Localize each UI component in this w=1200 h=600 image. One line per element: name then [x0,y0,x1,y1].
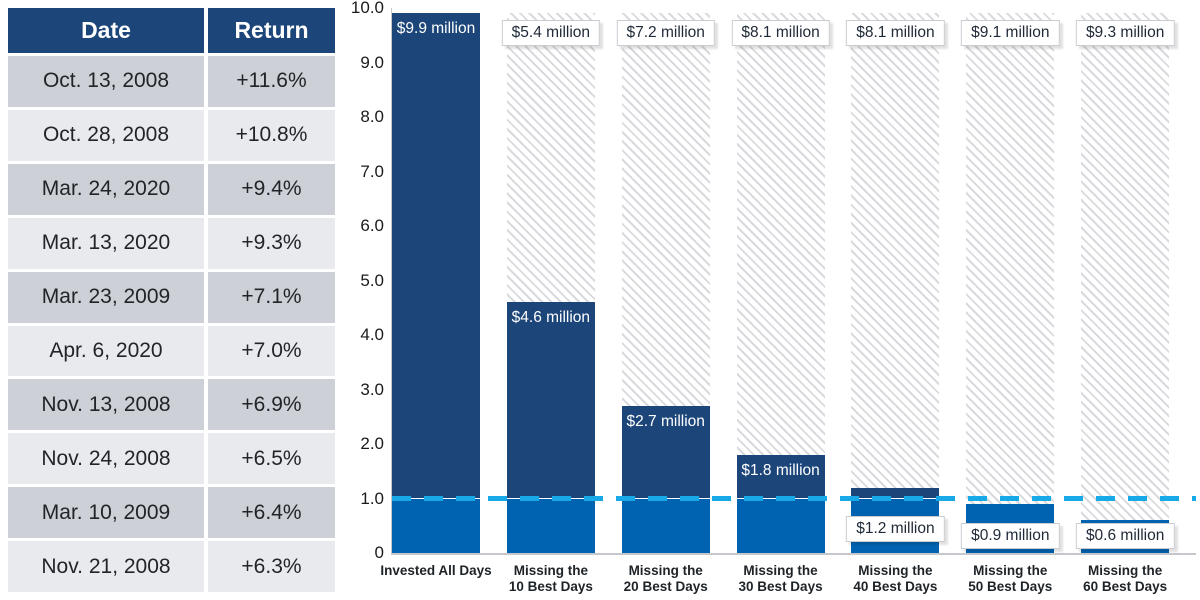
date-cell: Mar. 23, 2009 [8,271,204,323]
missed-value-hatch [506,13,595,303]
bar-below-initial-investment [621,498,710,553]
return-cell: +9.3% [208,217,335,269]
bar-below-initial-investment [392,498,480,553]
return-cell: +9.4% [208,163,335,215]
table-header-date: Date [8,8,204,53]
date-cell: Mar. 10, 2009 [8,487,204,539]
return-cell: +6.4% [208,487,335,539]
date-cell: Nov. 24, 2008 [8,433,204,485]
date-cell: Nov. 13, 2008 [8,379,204,431]
date-cell: Mar. 13, 2020 [8,217,204,269]
x-axis-label: Missing the 40 Best Days [853,563,938,594]
y-tick-label: 5.0 [360,270,384,290]
date-cell: Oct. 28, 2008 [8,109,204,161]
date-cell: Mar. 24, 2020 [8,163,204,215]
bar-above-initial-investment [392,13,480,499]
missed-value-label: $8.1 million [731,20,830,46]
y-tick-label: 7.0 [360,161,384,181]
y-tick-label: 8.0 [360,107,384,126]
return-cell: +6.9% [208,379,335,431]
date-cell: Nov. 21, 2008 [8,541,204,592]
bar-value-label: $1.2 million [846,515,945,542]
x-axis-label: Missing the 20 Best Days [623,563,708,594]
missed-value-hatch [966,13,1055,504]
date-cell: Oct. 13, 2008 [8,56,204,107]
x-axis-label: Invested All Days [380,563,492,578]
bar-below-initial-investment [736,498,825,553]
bar-value-label: $2.7 million [626,412,705,430]
x-axis-label: Missing the 60 Best Days [1083,563,1168,594]
bar-above-initial-investment [851,487,940,499]
y-tick-label: 0 [374,543,384,562]
missed-value-label: $9.3 million [1075,20,1175,46]
bar-value-label: $0.9 million [961,523,1060,549]
missed-value-hatch [736,13,825,455]
y-tick-label: 2.0 [360,434,384,453]
bar-above-initial-investment [506,302,595,499]
bar-value-label: $4.6 million [511,309,591,327]
y-tick-label: 3.0 [360,379,384,399]
x-axis-label: Missing the 30 Best Days [738,563,823,594]
y-tick-label: 6.0 [360,216,384,235]
x-axis-line [391,553,1196,555]
x-axis-label: Missing the 50 Best Days [968,563,1053,594]
bar-value-label: $1.8 million [741,461,820,479]
bar-below-initial-investment [506,498,595,553]
bar-value-label: $0.6 million [1075,523,1175,549]
x-axis-label: Missing the 10 Best Days [508,563,593,594]
y-tick-label: 9.0 [360,52,384,72]
bar-above-initial-investment [736,454,825,499]
y-axis-line [391,8,392,553]
missed-value-hatch [851,13,940,488]
missed-value-label: $9.1 million [961,20,1060,46]
y-tick-label: 1.0 [360,488,384,508]
table-header-return: Return [208,8,335,53]
missed-value-label: $5.4 million [501,20,601,46]
bar-value-label: $9.9 million [396,20,476,38]
return-cell: +11.6% [208,56,335,107]
initial-investment-reference-line [392,496,1196,501]
missed-value-label: $8.1 million [846,20,945,46]
return-cell: +10.8% [208,109,335,161]
missed-value-label: $7.2 million [616,20,715,46]
return-cell: +7.0% [208,325,335,377]
return-cell: +7.1% [208,271,335,323]
return-cell: +6.5% [208,433,335,485]
return-cell: +6.3% [208,541,335,592]
missed-value-hatch [1081,13,1170,521]
y-tick-label: 4.0 [360,325,384,344]
bar-above-initial-investment [621,405,710,499]
y-tick-label: 10.0 [350,0,384,17]
returns-table: Date Return Oct. 13, 2008 +11.6% Oct. 28, … [8,8,335,592]
date-cell: Apr. 6, 2020 [8,325,204,377]
missed-value-hatch [621,13,710,406]
